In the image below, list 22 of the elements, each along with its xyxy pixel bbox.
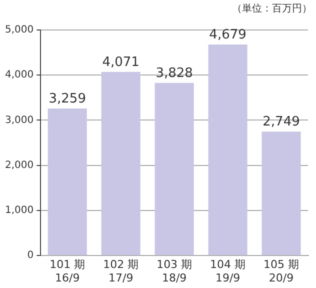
x-tick-label: 104 期 19/9 <box>210 258 246 284</box>
bar <box>208 44 248 256</box>
data-label: 4,679 <box>209 27 246 42</box>
bar <box>154 82 194 256</box>
text: （単位：百万円） <box>232 2 312 15</box>
bar <box>101 72 140 256</box>
data-label: 3,828 <box>156 66 193 81</box>
data-label: 3,259 <box>48 91 86 106</box>
data-label: 4,071 <box>102 54 140 70</box>
x-tick-label: 101 期 16/9 <box>50 258 86 284</box>
data-label: 2,749 <box>262 114 300 130</box>
bar <box>262 132 301 256</box>
y-tick-label: 2,000 <box>4 160 34 171</box>
y-tick-label: 0 <box>27 250 34 262</box>
x-tick-label: 103 期 18/9 <box>156 258 192 284</box>
y-tick-label: 5,000 <box>4 24 34 36</box>
x-tick-label: 102 期 17/9 <box>103 258 139 284</box>
y-tick-label: 3,000 <box>4 114 34 126</box>
x-tick-label: 105 期 20/9 <box>264 258 300 284</box>
y-tick-label: 1,000 <box>4 205 34 216</box>
bar <box>48 108 87 256</box>
y-tick-label: 4,000 <box>4 70 34 81</box>
